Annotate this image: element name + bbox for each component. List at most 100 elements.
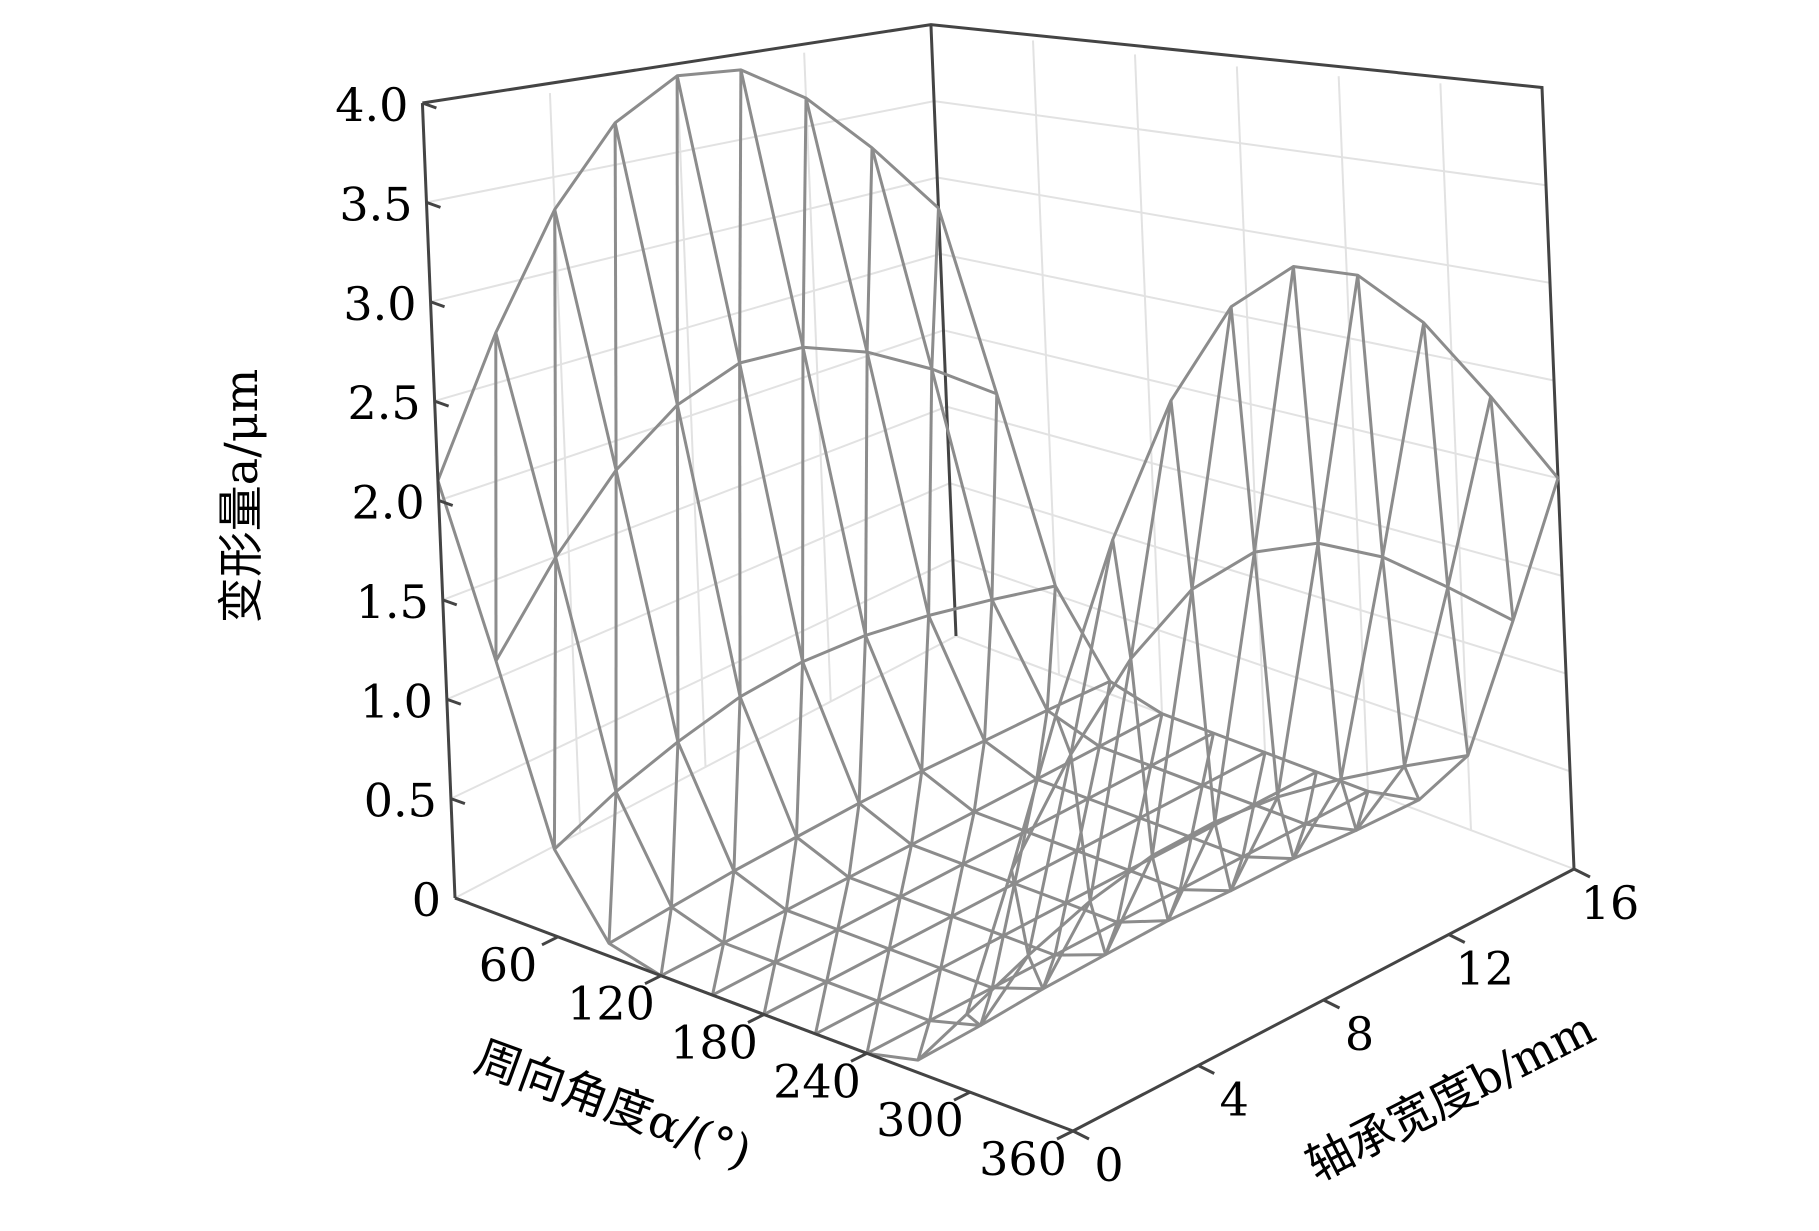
axes: 00.51.01.52.02.53.03.54.0601201802403003… — [335, 78, 1639, 1192]
mesh-diagonal — [965, 1012, 982, 1027]
mesh-diagonal — [1149, 713, 1164, 767]
surface — [436, 68, 1560, 1062]
mesh-diagonal — [1381, 556, 1406, 767]
mesh-diagonal — [910, 770, 924, 845]
x-tick-label: 300 — [876, 1093, 964, 1147]
mesh-diagonal — [801, 98, 808, 348]
z-axis-title: 变形量a/μm — [214, 369, 268, 623]
mesh-diagonal — [1292, 823, 1307, 860]
y-tick — [1448, 933, 1466, 944]
mesh-diagonal — [1086, 746, 1101, 799]
mesh-diagonal — [1127, 817, 1142, 871]
z-tick — [421, 101, 437, 110]
mesh-diagonal — [1097, 681, 1112, 747]
mesh-diagonal — [1229, 856, 1245, 892]
mesh-diagonal — [1403, 765, 1421, 801]
mesh-diagonal — [950, 863, 965, 917]
mesh-diagonal — [1035, 710, 1049, 780]
mesh-diagonal — [1013, 831, 1028, 884]
mesh-diagonal — [1129, 658, 1154, 856]
mesh-diagonal — [1001, 883, 1016, 936]
mesh-diagonal — [1291, 266, 1320, 544]
mesh-diagonal — [1026, 954, 1045, 990]
mesh-diagonal — [972, 740, 986, 813]
mesh-diagonal — [1339, 778, 1358, 831]
mesh-diagonal — [762, 962, 777, 1015]
mesh-diagonal — [1166, 889, 1182, 922]
mesh-diagonal — [1489, 396, 1515, 621]
y-tick — [1573, 867, 1591, 879]
z-tick — [430, 300, 446, 309]
mesh-diagonal — [847, 802, 861, 878]
mesh-diagonal — [1104, 921, 1119, 956]
mesh-diagonal — [1354, 790, 1370, 831]
mesh-line — [436, 68, 940, 482]
grid-line — [1337, 76, 1369, 792]
mesh-diagonal — [784, 836, 799, 911]
x-tick-label: 180 — [670, 1016, 758, 1070]
x-tick — [953, 1090, 971, 1102]
mesh-diagonal — [982, 599, 994, 741]
z-tick-label: 3.0 — [343, 277, 416, 331]
mesh-diagonal — [1064, 850, 1079, 904]
z-tick-label: 1.0 — [360, 674, 433, 728]
mesh-diagonal — [865, 1000, 880, 1054]
mesh-diagonal — [659, 906, 673, 976]
mesh-diagonal — [857, 635, 867, 804]
grid-line — [1031, 40, 1060, 675]
mesh-diagonal — [939, 915, 954, 969]
mesh-diagonal — [979, 987, 994, 1026]
y-tick-label: 4 — [1220, 1073, 1249, 1127]
mesh-diagonal — [1075, 798, 1090, 852]
z-tick-label: 0 — [412, 873, 441, 927]
z-tick — [434, 399, 450, 408]
x-tick — [644, 974, 662, 986]
mesh-diagonal — [928, 968, 943, 1021]
x-tick-label: 240 — [773, 1054, 861, 1108]
mesh-line — [608, 679, 1111, 945]
y-tick — [1072, 1129, 1090, 1141]
y-tick — [1322, 998, 1341, 1010]
mesh-diagonal — [1252, 551, 1280, 798]
mesh-diagonal — [1303, 771, 1318, 825]
grid-line — [438, 329, 1559, 502]
mesh-diagonal — [607, 791, 618, 944]
z-tick-label: 0.5 — [364, 774, 437, 828]
mesh-diagonal — [1213, 821, 1233, 892]
mesh-diagonal — [1446, 586, 1470, 756]
x-tick — [541, 935, 559, 947]
x-tick — [1056, 1129, 1074, 1141]
mesh-diagonal — [1069, 754, 1092, 902]
z-tick — [438, 499, 454, 507]
grid-line — [430, 176, 1551, 303]
mesh-diagonal — [1024, 778, 1039, 832]
grid-line — [434, 252, 1555, 403]
mesh-diagonal — [863, 352, 869, 636]
mesh-diagonal — [1116, 869, 1131, 923]
mesh-diagonal — [795, 661, 805, 838]
mesh-diagonal — [990, 935, 1005, 989]
x-tick-label: 360 — [979, 1132, 1067, 1186]
mesh-line — [553, 209, 1173, 991]
x-tick-label: 120 — [567, 977, 655, 1031]
mesh-diagonal — [552, 557, 558, 850]
mesh-diagonal — [732, 696, 742, 872]
grid-line — [1235, 66, 1266, 753]
y-axis-title: 轴承宽度b/mm — [1297, 1001, 1603, 1193]
mesh-line — [917, 798, 1420, 1062]
grid-line — [422, 23, 1543, 104]
z-tick — [425, 200, 441, 209]
mesh-diagonal — [814, 981, 829, 1035]
mesh-diagonal — [1010, 869, 1030, 956]
mesh-diagonal — [1169, 400, 1194, 590]
y-tick — [1197, 1064, 1215, 1075]
mesh-diagonal — [553, 209, 558, 558]
mesh-diagonal — [916, 1020, 932, 1061]
mesh-diagonal — [1088, 900, 1108, 956]
box-edge — [929, 24, 958, 637]
mesh-diagonal — [990, 393, 999, 600]
mesh-diagonal — [1276, 796, 1295, 859]
mesh-diagonal — [1190, 589, 1217, 823]
mesh-diagonal — [1111, 539, 1133, 659]
